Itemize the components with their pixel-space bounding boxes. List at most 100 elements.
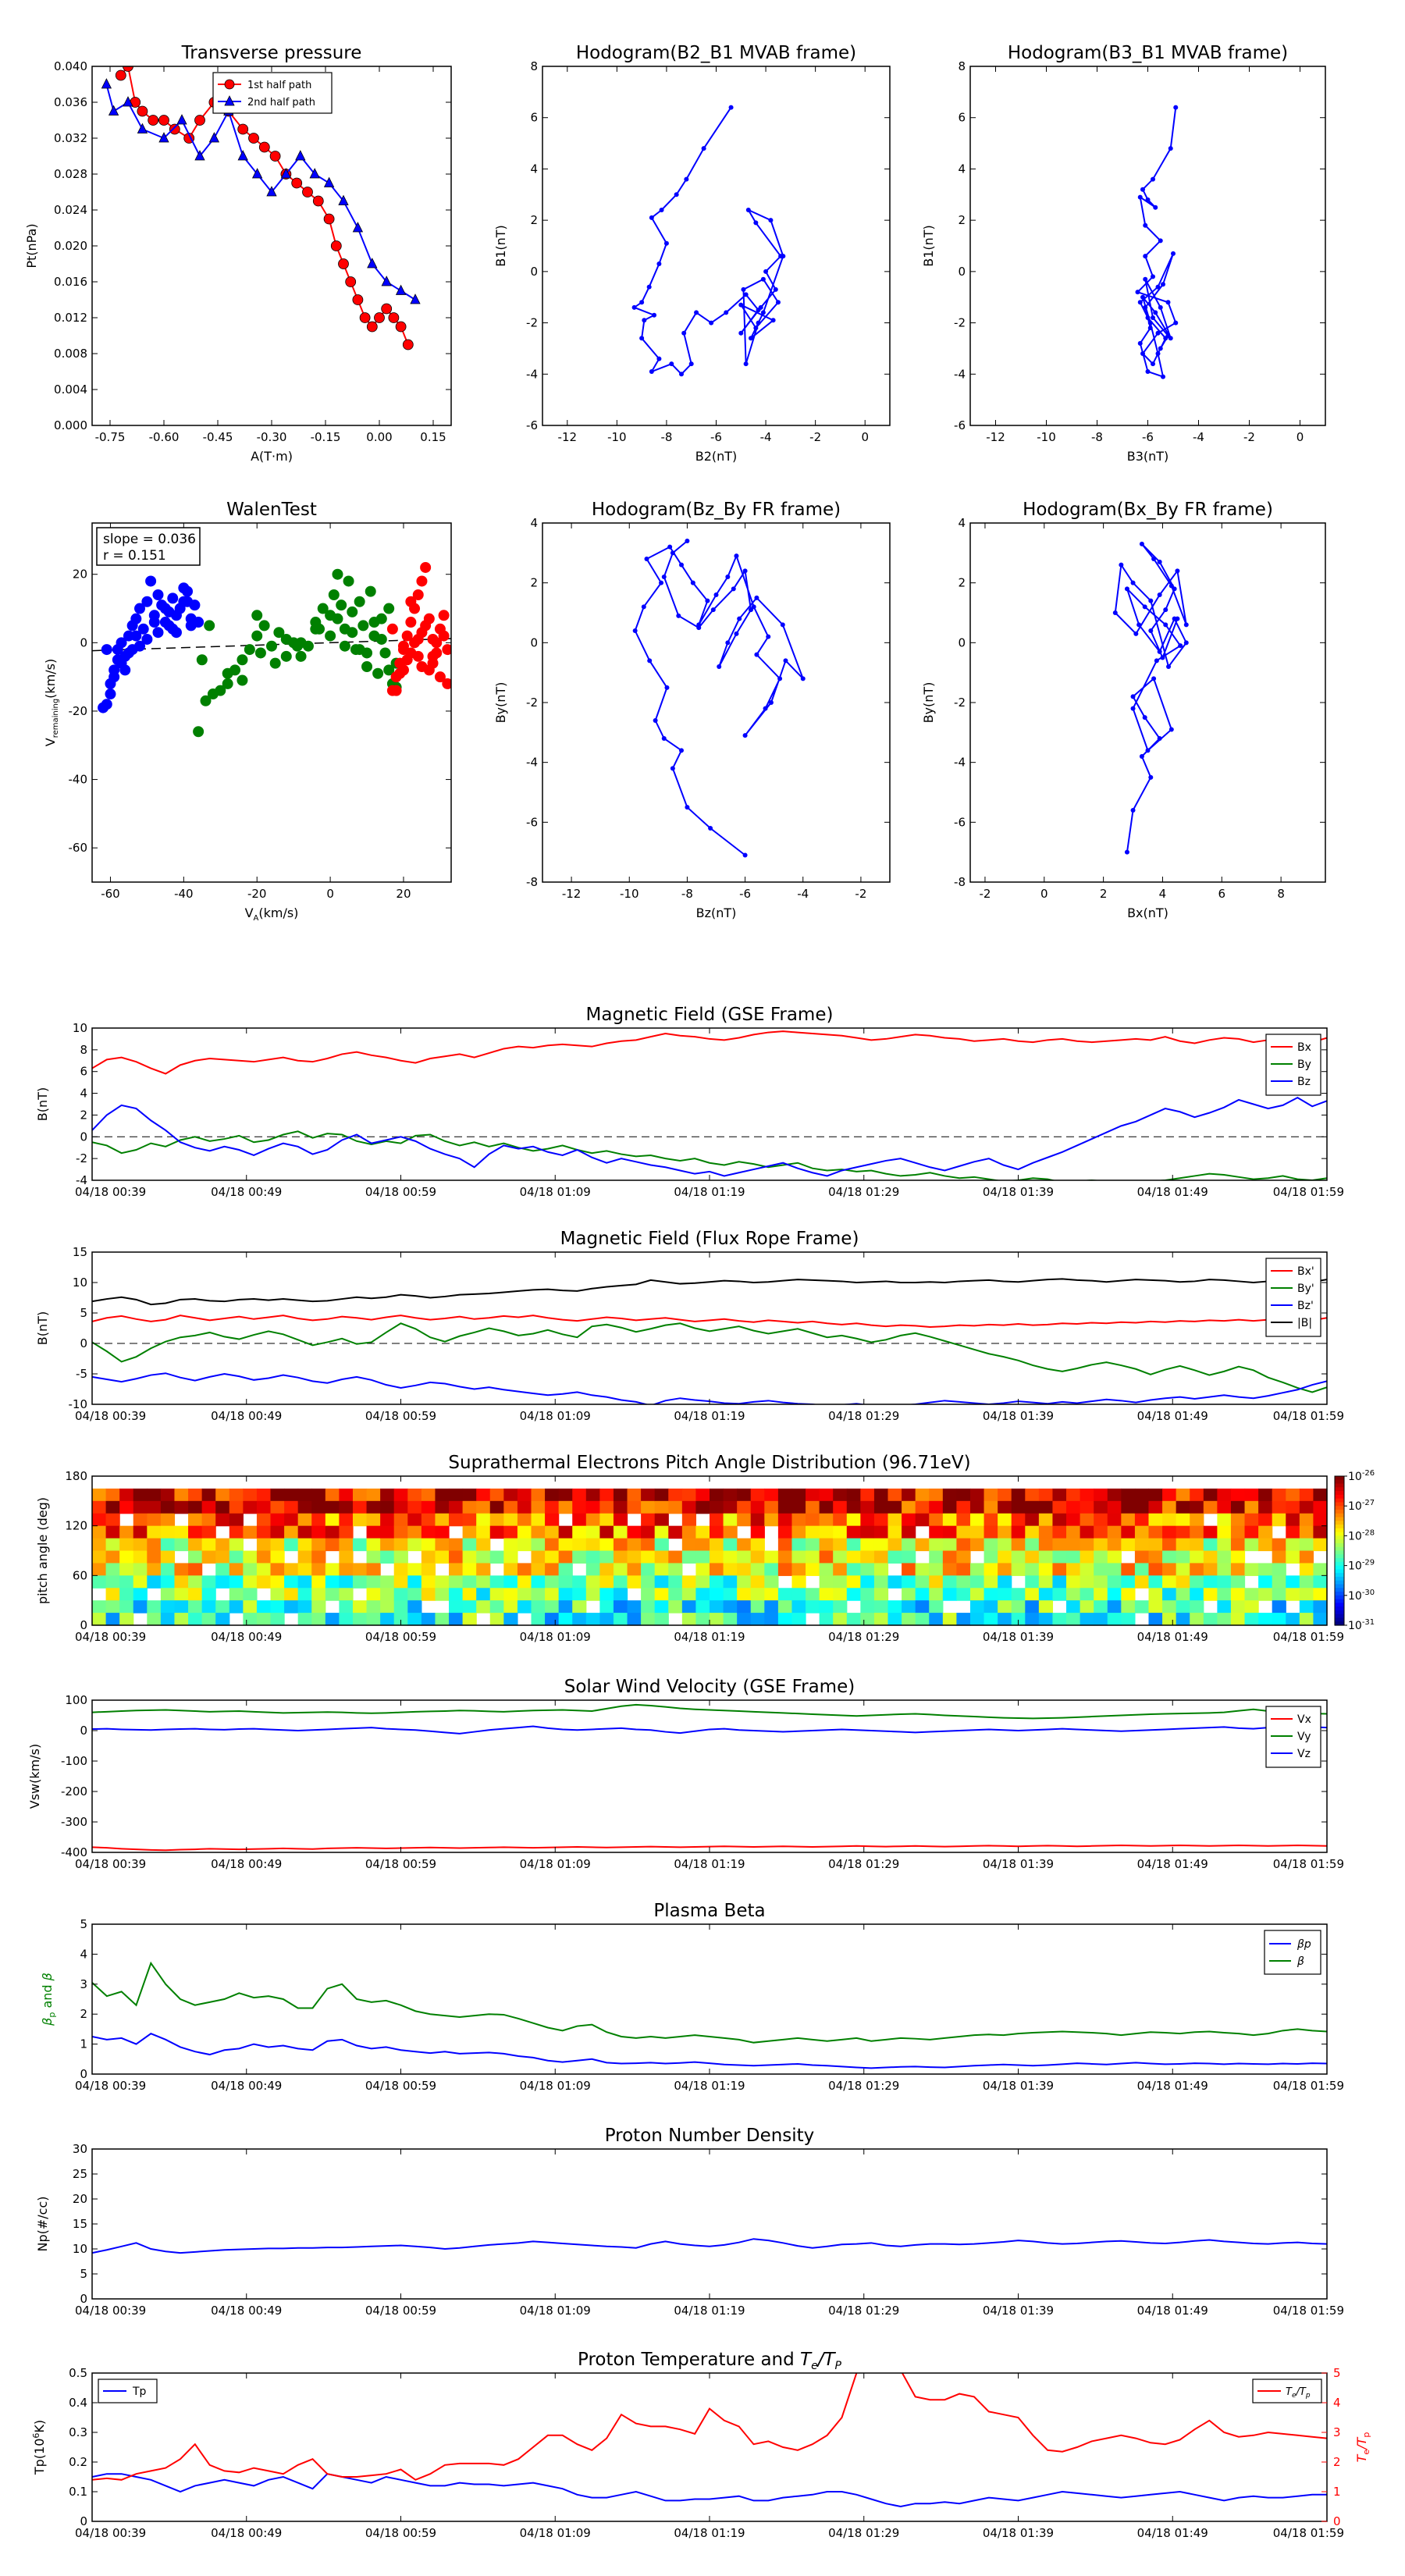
data-point [105, 688, 116, 700]
heatmap-cell [545, 1600, 560, 1614]
y-tick-label: 4 [530, 162, 538, 176]
heatmap-cell [270, 1600, 285, 1614]
heatmap-cell [229, 1538, 244, 1552]
heatmap-cell [476, 1563, 491, 1576]
heatmap-cell [1203, 1500, 1218, 1514]
data-point [1158, 346, 1163, 351]
heatmap-cell [325, 1525, 340, 1539]
legend-label: By [1297, 1059, 1311, 1071]
heatmap-cell [791, 1538, 806, 1552]
heatmap-cell [270, 1563, 285, 1576]
heatmap-cell [572, 1600, 587, 1614]
heatmap-cell [1080, 1513, 1094, 1527]
heatmap-cell [325, 1613, 340, 1626]
heatmap-cell [256, 1600, 272, 1614]
heatmap-cell [915, 1563, 930, 1576]
data-point [1143, 222, 1148, 228]
data-point [670, 766, 675, 771]
heatmap-cell [984, 1600, 998, 1614]
time-tick-label: 04/18 01:49 [1137, 2526, 1208, 2540]
heatmap-cell [1121, 1525, 1136, 1539]
heatmap-cell [201, 1525, 216, 1539]
time-tick-label: 04/18 01:09 [520, 2079, 591, 2093]
data-point [148, 115, 159, 126]
data-point [317, 603, 329, 614]
data-point [1161, 374, 1165, 379]
heatmap-cell [133, 1488, 148, 1502]
heatmap-cell [160, 1550, 176, 1564]
series-line-β [92, 1961, 1327, 2044]
time-tick-label: 04/18 01:39 [983, 2526, 1054, 2540]
heatmap-cell [1121, 1600, 1136, 1614]
data-point [1155, 330, 1161, 336]
heatmap-cell [270, 1538, 285, 1552]
heatmap-cell [119, 1588, 134, 1601]
heatmap-cell [1299, 1613, 1314, 1626]
heatmap-cell [1052, 1588, 1067, 1601]
heatmap-cell [380, 1488, 395, 1502]
heatmap-cell [133, 1550, 148, 1564]
colorbar-step [1335, 1565, 1344, 1570]
heatmap-cell [1134, 1550, 1150, 1564]
heatmap-cell [915, 1500, 930, 1514]
y-tick-label: 0 [530, 635, 538, 649]
time-tick-label: 04/18 00:39 [75, 2079, 146, 2093]
y2-tick-label: 3 [1333, 2425, 1341, 2439]
data-point [345, 276, 357, 287]
data-point [1130, 580, 1136, 585]
heatmap-cell [147, 1575, 162, 1589]
data-point [1157, 592, 1162, 597]
heatmap-cell [531, 1525, 546, 1539]
heatmap-cell [929, 1563, 944, 1576]
heatmap-cell [1313, 1500, 1328, 1514]
data-point [365, 585, 376, 597]
time-tick-label: 04/18 00:39 [75, 2304, 146, 2318]
heatmap-cell [160, 1500, 176, 1514]
heatmap-cell [887, 1613, 902, 1626]
heatmap-cell [887, 1600, 902, 1614]
heatmap-cell [105, 1538, 120, 1552]
plot-bg [92, 523, 451, 882]
legend-label: Bz [1297, 1076, 1311, 1088]
heatmap-cell [668, 1525, 683, 1539]
y-axis-label: B1(nT) [921, 225, 936, 267]
heatmap-cell [1121, 1575, 1136, 1589]
heatmap-cell [462, 1550, 477, 1564]
colorbar-step [1335, 1614, 1344, 1619]
heatmap-cell [421, 1513, 436, 1527]
heatmap-cell [1107, 1500, 1122, 1514]
y2-axis-label: Te/Tp [1354, 2432, 1371, 2463]
heatmap-cell [201, 1500, 216, 1514]
y-tick-label: 0 [80, 1618, 87, 1632]
y-tick-label: 60 [73, 1568, 87, 1582]
data-point [402, 339, 414, 350]
data-point [361, 661, 373, 672]
data-point [401, 630, 413, 642]
panel-mag_gse: 04/18 00:39 04/18 00:49 04/18 00:59 04/18 0… [35, 1005, 1344, 1199]
heatmap-cell [929, 1525, 944, 1539]
heatmap-cell [764, 1613, 779, 1626]
data-point [193, 726, 205, 738]
heatmap-cell [339, 1488, 354, 1502]
heatmap-cell [1080, 1613, 1094, 1626]
heatmap-cell [1148, 1575, 1163, 1589]
y-tick-label: 0 [80, 1724, 87, 1738]
series-line-Vy [92, 1703, 1327, 1720]
y-tick-label: 0 [80, 1130, 87, 1144]
y-tick-label: 0.2 [69, 2455, 87, 2469]
heatmap-cell [366, 1488, 381, 1502]
heatmap-cell [256, 1613, 272, 1626]
heatmap-cell [1190, 1525, 1204, 1539]
heatmap-cell [1038, 1575, 1054, 1589]
heatmap-cell [833, 1588, 848, 1601]
y-tick-label: -2 [954, 316, 966, 330]
heatmap-cell [243, 1588, 258, 1601]
colorbar-step [1335, 1483, 1344, 1488]
heatmap-cell [1217, 1575, 1232, 1589]
y-tick-label: -4 [954, 367, 966, 381]
heatmap-cell [806, 1588, 820, 1601]
data-point [1140, 187, 1145, 192]
colorbar-step [1335, 1599, 1344, 1603]
x-tick-label: -8 [660, 430, 672, 444]
heatmap-cell [1094, 1550, 1108, 1564]
